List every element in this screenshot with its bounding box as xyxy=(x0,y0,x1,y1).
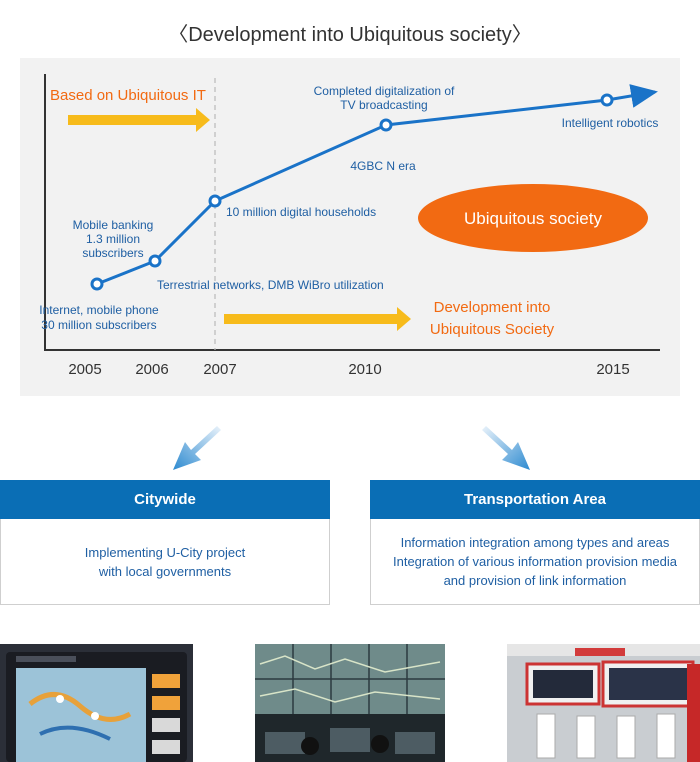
citywide-line-2: with local governments xyxy=(98,563,232,579)
page-title: 〈Development into Ubiquitous society〉 xyxy=(168,24,532,46)
milestone-label-2015: Intelligent robotics xyxy=(562,116,659,130)
milestone-label-2010-line1: Completed digitalization of xyxy=(314,84,455,98)
ubiquitous-society-label: Ubiquitous society xyxy=(464,209,602,228)
citywide-heading: Citywide xyxy=(0,480,330,519)
transportation-line-3: and provision of link information xyxy=(443,573,627,588)
milestone-point-2007 xyxy=(208,194,222,208)
transportation-line-2: Integration of various information provi… xyxy=(393,554,677,569)
development-label-line2: Ubiquitous Society xyxy=(430,321,555,338)
milestone-label-2006-line1: Mobile banking xyxy=(73,218,154,232)
based-on-arrow xyxy=(68,108,210,132)
transportation-description: Information integration among types and … xyxy=(370,519,700,605)
citywide-description: Implementing U-City project with local g… xyxy=(0,519,330,605)
transportation-box: Transportation Area Information integrat… xyxy=(370,480,700,605)
arrow-down-right-icon xyxy=(482,426,530,470)
based-on-label: Based on Ubiquitous IT xyxy=(50,87,206,104)
milestone-label-2006-line2: 1.3 million xyxy=(86,232,140,246)
tick-label-2007: 2007 xyxy=(203,361,236,378)
n-era-annotation: 4GBC N era xyxy=(350,159,416,173)
tick-label-2010: 2010 xyxy=(348,361,381,378)
transportation-heading: Transportation Area xyxy=(370,480,700,519)
milestone-label-2007: 10 million digital households xyxy=(226,205,376,219)
milestone-point-2010 xyxy=(379,118,393,132)
tick-label-2005: 2005 xyxy=(68,361,101,378)
control-room-photo xyxy=(255,644,445,762)
timeline-chart: Ubiquitous society Based on Ubiquitous I… xyxy=(39,74,660,378)
milestone-point-2015 xyxy=(600,93,614,107)
milestone-label-2005-line1: Internet, mobile phone xyxy=(39,303,159,317)
timeline-chart-panel: Ubiquitous society Based on Ubiquitous I… xyxy=(20,58,680,396)
development-arrow xyxy=(224,307,411,331)
transportation-line-1: Information integration among types and … xyxy=(400,535,670,550)
tick-label-2006: 2006 xyxy=(135,361,168,378)
citywide-line-1: Implementing U-City project xyxy=(84,544,246,560)
milestone-label-2006-line3: subscribers xyxy=(82,246,143,260)
ubiquitous-society-ellipse xyxy=(418,184,648,252)
milestone-point-2005 xyxy=(90,277,104,291)
tick-label-2015: 2015 xyxy=(596,361,629,378)
navigation-device-photo xyxy=(0,644,193,762)
milestone-point-2006 xyxy=(148,254,162,268)
citywide-box: Citywide Implementing U-City project wit… xyxy=(0,480,330,605)
arrow-down-left-icon xyxy=(173,426,221,470)
kiosk-photo xyxy=(507,644,700,762)
terrestrial-annotation: Terrestrial networks, DMB WiBro utilizat… xyxy=(157,278,384,292)
timeline-line xyxy=(96,84,658,286)
milestone-label-2005-line2: 30 million subscribers xyxy=(41,318,156,332)
development-label-line1: Development into xyxy=(434,299,551,316)
milestone-label-2010-line2: TV broadcasting xyxy=(340,98,427,112)
timeline-series xyxy=(90,84,658,291)
